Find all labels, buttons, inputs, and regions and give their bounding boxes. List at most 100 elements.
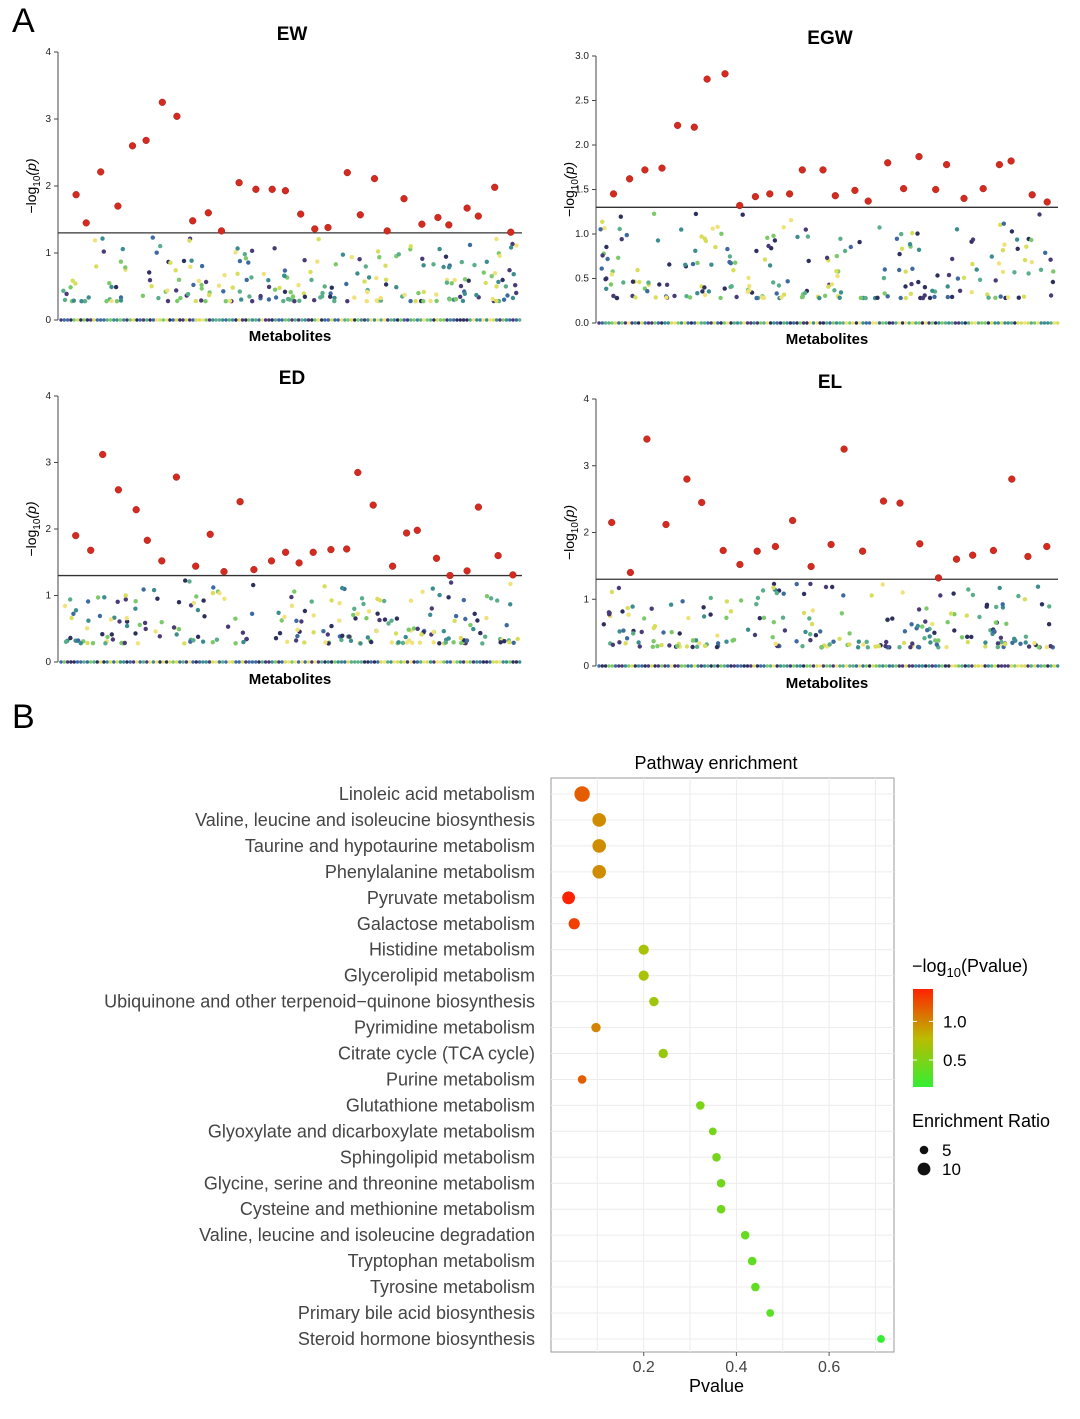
pathway-label: Linoleic acid metabolism (339, 784, 535, 804)
background-point (989, 254, 994, 259)
baseline-point (719, 321, 723, 325)
background-point (999, 639, 1004, 645)
baseline-point (422, 660, 426, 664)
significant-point (989, 546, 998, 555)
baseline-point (102, 318, 106, 322)
background-point (249, 275, 254, 280)
background-point (484, 594, 490, 599)
baseline-point (980, 321, 984, 325)
baseline-point (666, 664, 670, 668)
baseline-point (386, 318, 390, 322)
background-point (946, 272, 952, 278)
background-point (952, 612, 957, 617)
baseline-point (326, 318, 330, 322)
background-point (910, 266, 915, 271)
baseline-point (976, 321, 981, 325)
significant-point (932, 185, 940, 194)
background-point (687, 295, 693, 300)
background-point (321, 629, 326, 634)
significant-point (690, 123, 698, 131)
background-point (761, 615, 767, 620)
background-point (400, 640, 406, 646)
baseline-point (673, 664, 677, 668)
baseline-point (953, 664, 958, 668)
baseline-point (254, 318, 258, 322)
background-point (302, 294, 308, 299)
baseline-point (118, 660, 123, 664)
background-point (68, 597, 73, 602)
baseline-point (478, 318, 482, 322)
background-point (998, 222, 1003, 227)
background-point (421, 299, 426, 304)
baseline-point (445, 318, 449, 322)
baseline-point (353, 660, 357, 664)
baseline-point (970, 664, 974, 668)
baseline-point (244, 318, 248, 322)
baseline-point (168, 660, 172, 664)
background-point (431, 629, 436, 635)
background-point (718, 295, 723, 301)
background-point (243, 256, 249, 261)
baseline-point (214, 318, 218, 322)
pathway-label: Tryptophan metabolism (348, 1251, 535, 1271)
background-point (635, 267, 640, 273)
pathway-label: Pyrimidine metabolism (354, 1018, 535, 1038)
background-point (505, 293, 510, 298)
background-point (309, 277, 314, 283)
background-point (191, 638, 196, 643)
background-point (405, 640, 410, 645)
baseline-point (980, 664, 984, 668)
pathway-label: Glutathione metabolism (346, 1095, 535, 1115)
background-point (352, 606, 357, 611)
baseline-point (610, 664, 614, 668)
background-point (653, 295, 658, 300)
background-point (669, 630, 674, 635)
background-point (358, 641, 363, 646)
baseline-point (1019, 664, 1024, 668)
x-tick-label: 0.6 (818, 1359, 840, 1376)
background-point (834, 269, 839, 274)
baseline-point (877, 321, 882, 325)
background-point (340, 252, 346, 257)
background-point (780, 615, 786, 620)
background-point (807, 616, 812, 621)
pathway-label: Phenylalanine metabolism (325, 862, 535, 882)
baseline-point (491, 660, 495, 664)
baseline-point (118, 318, 123, 322)
significant-point (831, 192, 839, 200)
significant-point (509, 571, 517, 579)
baseline-point (1013, 664, 1017, 668)
background-point (625, 605, 630, 611)
pathway-point (696, 1101, 705, 1110)
baseline-point (481, 318, 486, 322)
baseline-point (848, 321, 852, 325)
baseline-point (627, 321, 631, 325)
background-point (102, 595, 107, 600)
background-point (277, 631, 283, 636)
background-point (1001, 221, 1006, 226)
background-point (1032, 641, 1037, 646)
background-point (827, 642, 832, 647)
background-point (508, 245, 514, 250)
background-point (839, 611, 844, 616)
baseline-point (128, 660, 132, 664)
background-point (668, 602, 674, 607)
baseline-point (75, 318, 80, 322)
background-point (693, 211, 699, 217)
background-point (467, 242, 473, 248)
background-point (349, 255, 354, 260)
background-point (203, 299, 208, 304)
baseline-point (290, 318, 294, 322)
significant-point (114, 202, 122, 210)
significant-point (356, 211, 364, 219)
background-point (471, 626, 476, 632)
pathway-label: Cysteine and methionine metabolism (240, 1199, 535, 1219)
baseline-point (224, 660, 228, 664)
significant-point (82, 219, 90, 227)
significant-point (507, 228, 515, 236)
background-point (293, 638, 299, 643)
baseline-point (115, 660, 119, 664)
baseline-point (844, 321, 849, 325)
background-point (993, 620, 999, 625)
background-point (771, 581, 777, 587)
